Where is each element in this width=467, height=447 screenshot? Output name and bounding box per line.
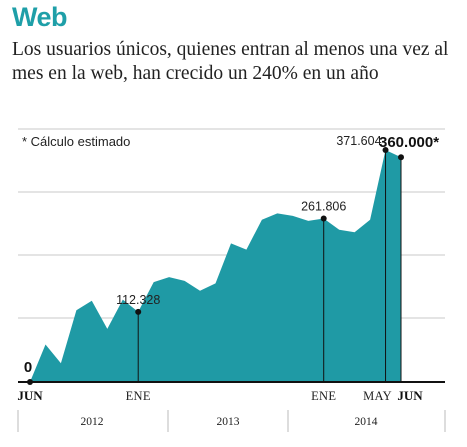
data-point-24 <box>398 154 404 161</box>
data-label-0: 0 <box>24 359 32 376</box>
annotation-points <box>27 147 404 385</box>
data-point-7 <box>135 308 142 315</box>
estimate-note: * Cálculo estimado <box>22 134 130 149</box>
data-label-7: 112.328 <box>116 293 160 307</box>
x-axis-ticks: JUN ENE ENE MAY JUN <box>17 388 423 403</box>
year-label-2014: 2014 <box>355 416 378 428</box>
year-label-2012: 2012 <box>81 416 104 428</box>
chart-subtitle: Los usuarios únicos, quienes entran al m… <box>12 39 449 84</box>
x-tick-1: ENE <box>126 389 151 403</box>
x-tick-4: JUN <box>397 388 423 403</box>
area-series <box>30 150 401 382</box>
year-labels: 2012 2013 2014 <box>17 410 446 432</box>
year-label-2013: 2013 <box>217 416 240 428</box>
data-label-23: 371.604 <box>336 134 381 148</box>
annotation-droplines <box>137 150 402 382</box>
x-tick-3: MAY <box>363 389 392 403</box>
data-point-19 <box>320 215 327 222</box>
x-tick-0: JUN <box>17 388 43 403</box>
chart-title: Web <box>12 2 68 32</box>
data-label-19: 261.806 <box>301 200 346 214</box>
data-label-24: 360.000* <box>379 134 439 151</box>
data-point-23 <box>382 147 389 153</box>
x-tick-2: ENE <box>311 389 336 403</box>
